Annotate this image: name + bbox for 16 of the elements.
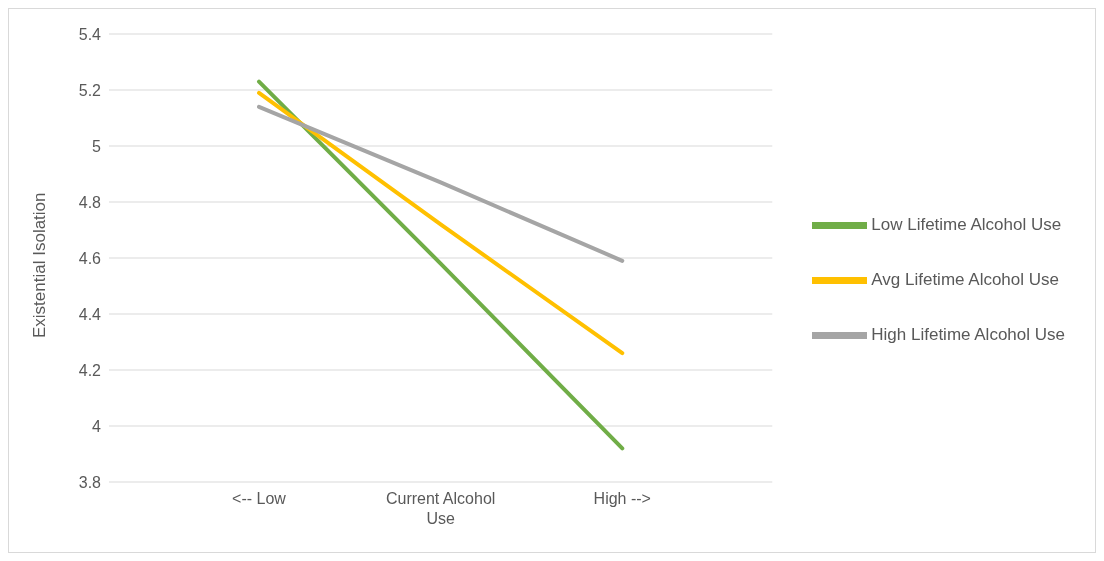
y-tick-label: 5.2	[78, 81, 102, 99]
y-tick-label: 4.2	[78, 361, 102, 379]
legend-label: Low Lifetime Alcohol Use	[871, 214, 1062, 234]
legend-label: Avg Lifetime Alcohol Use	[871, 269, 1060, 289]
y-tick-label: 4.6	[78, 249, 102, 267]
x-tick-label: Current Alcohol Use	[385, 490, 496, 527]
y-tick-label: 4.8	[78, 193, 102, 211]
x-tick-label: <-- Low	[232, 490, 287, 507]
y-tick-label: 3.8	[78, 473, 102, 491]
legend-label: High Lifetime Alcohol Use	[871, 324, 1065, 344]
y-tick-label: 5.4	[78, 25, 102, 43]
y-tick-label: 5	[92, 137, 102, 155]
y-tick-label: 4.4	[78, 305, 102, 323]
x-tick-label: High -->	[593, 490, 651, 507]
y-tick-label: 4	[92, 417, 102, 435]
y-axis-title: Existential Isolation	[30, 192, 50, 338]
